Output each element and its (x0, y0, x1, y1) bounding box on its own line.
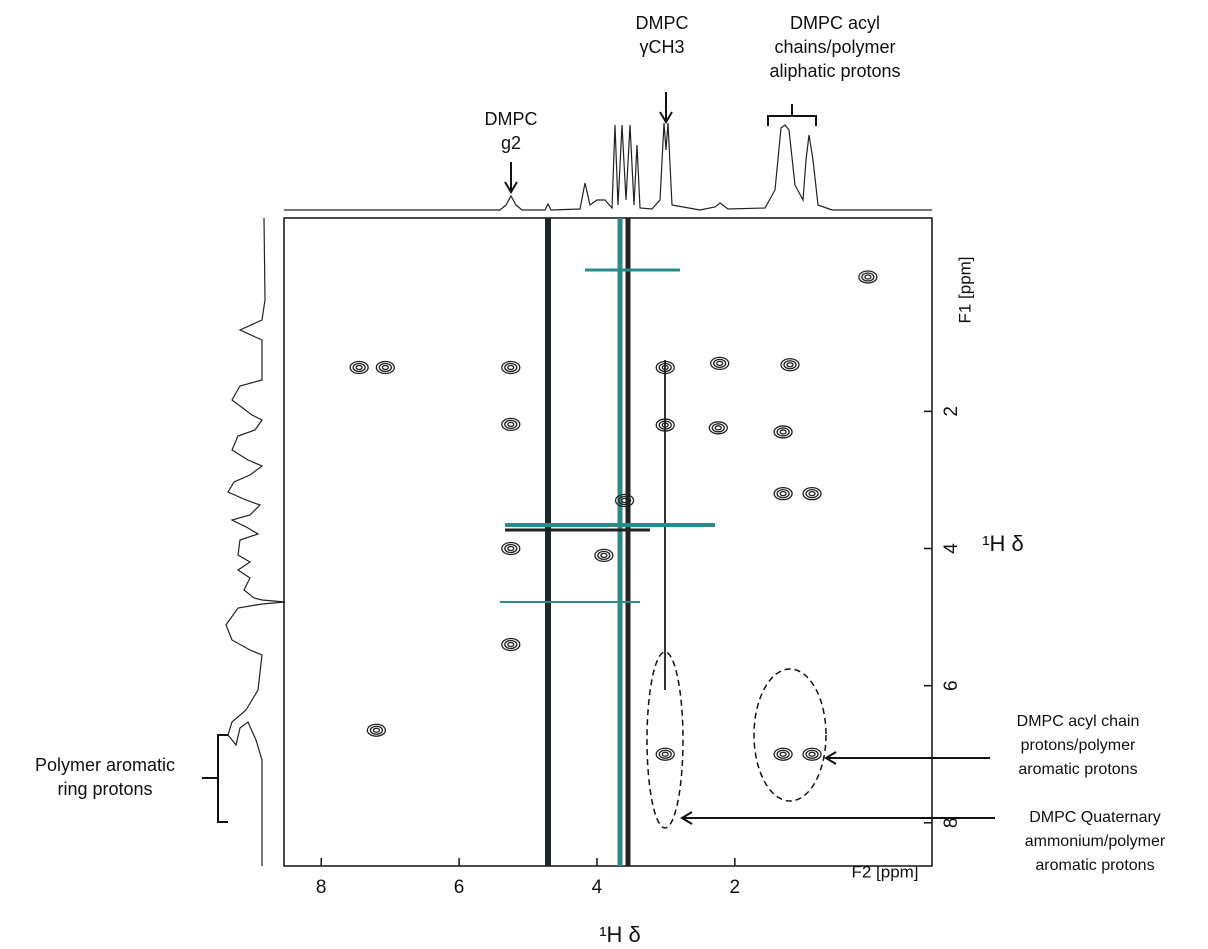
y-axis-title: ¹H δ (982, 531, 1024, 556)
contour-ring (865, 275, 871, 279)
contour-ring (784, 361, 796, 369)
chart: F2 [ppm] ¹H δ F1 [ppm] ¹H δ 8 6 4 2 2 4 6 8 DMPC… (0, 0, 1208, 949)
cross-peak (616, 495, 634, 507)
contour-ring (806, 750, 818, 758)
cross-peak (709, 422, 727, 434)
cross-peak (774, 426, 792, 438)
contour-ring (714, 359, 726, 367)
annotation: g2 (501, 133, 521, 153)
cross-peak (502, 543, 520, 555)
cross-peak (859, 271, 877, 283)
x-tick-label: 4 (592, 877, 603, 898)
contour-ring (508, 365, 514, 369)
contour-ring (780, 430, 786, 434)
cross-peak (367, 724, 385, 736)
x-tick-label: 2 (730, 877, 741, 898)
annotation: ring protons (57, 779, 152, 799)
cross-peak (502, 639, 520, 651)
annotation: aromatic protons (1035, 857, 1154, 874)
contour-ring (777, 750, 789, 758)
cross-peak (595, 549, 613, 561)
cross-peak (803, 488, 821, 500)
annotation: DMPC (636, 13, 689, 33)
contour-ring (659, 750, 671, 758)
annotation: DMPC acyl chain (1017, 713, 1140, 730)
top-projection (284, 123, 932, 210)
contour-ring (379, 363, 391, 371)
annotation: protons/polymer (1021, 737, 1136, 754)
contour-ring (715, 426, 721, 430)
contour-ring (862, 273, 874, 281)
contour-ring (505, 545, 517, 553)
cross-peak (781, 359, 799, 371)
contour-ring (787, 363, 793, 367)
contour-ring (505, 420, 517, 428)
contour-ring (508, 547, 514, 551)
region-ellipse (754, 669, 826, 801)
cross-peak (774, 748, 792, 760)
contour-ring (662, 752, 668, 756)
contour-ring (353, 363, 365, 371)
cross-peak (803, 748, 821, 760)
contour-ring (806, 490, 818, 498)
contour-ring (508, 643, 514, 647)
x-axis-label: F2 [ppm] (851, 862, 918, 881)
contour-ring (809, 492, 815, 496)
contour-ring (508, 422, 514, 426)
annotation: DMPC acyl (790, 13, 880, 33)
annotation: chains/polymer (774, 37, 895, 57)
contour-ring (780, 492, 786, 496)
contour-ring (712, 424, 724, 432)
annotation: DMPC Quaternary (1029, 809, 1161, 826)
contour-ring (601, 553, 607, 557)
cross-peak (656, 748, 674, 760)
contour-ring (809, 752, 815, 756)
contour-ring (598, 551, 610, 559)
x-tick-label: 8 (316, 877, 327, 898)
y-tick-label: 6 (941, 680, 962, 691)
contour-ring (717, 361, 723, 365)
cross-peak (502, 361, 520, 373)
cross-peak (711, 357, 729, 369)
y-tick-label: 8 (941, 818, 962, 829)
cross-peak (376, 361, 394, 373)
contour-ring (373, 728, 379, 732)
annotation: Polymer aromatic (35, 755, 175, 775)
plot-frame (284, 218, 932, 866)
annotation: aliphatic protons (769, 61, 900, 81)
cross-peak (502, 418, 520, 430)
contour-ring (777, 428, 789, 436)
contour-ring (777, 490, 789, 498)
contour-ring (356, 365, 362, 369)
cross-peak (350, 361, 368, 373)
annotation: ammonium/polymer (1025, 833, 1166, 850)
contour-ring (382, 365, 388, 369)
contour-ring (780, 752, 786, 756)
annotation: aromatic protons (1018, 761, 1137, 778)
contour-ring (505, 641, 517, 649)
contour-ring (370, 726, 382, 734)
contour-ring (505, 363, 517, 371)
cross-peak (774, 488, 792, 500)
left-projection (226, 218, 285, 866)
y-tick-label: 2 (941, 406, 962, 417)
y-axis-label: F1 [ppm] (955, 256, 974, 323)
annotation: γCH3 (639, 37, 684, 57)
annotation-arrows (202, 92, 995, 824)
y-tick-label: 4 (941, 543, 962, 554)
x-tick-label: 6 (454, 877, 465, 898)
x-axis-title: ¹H δ (599, 922, 641, 947)
annotation: DMPC (485, 109, 538, 129)
